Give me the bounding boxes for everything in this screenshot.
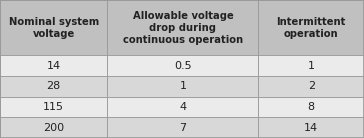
Text: Intermittent
operation: Intermittent operation <box>277 17 346 39</box>
Bar <box>258 97 364 117</box>
Bar <box>107 97 258 117</box>
Text: 4: 4 <box>179 102 186 112</box>
Bar <box>107 117 258 138</box>
Text: 2: 2 <box>308 81 315 91</box>
Bar <box>258 0 364 55</box>
Text: 1: 1 <box>308 61 315 71</box>
Bar <box>0 97 107 117</box>
Text: 200: 200 <box>43 123 64 133</box>
Bar <box>258 117 364 138</box>
Text: 14: 14 <box>304 123 318 133</box>
Bar <box>0 0 107 55</box>
Bar <box>107 55 258 76</box>
Text: 14: 14 <box>47 61 61 71</box>
Text: 8: 8 <box>308 102 315 112</box>
Text: 0.5: 0.5 <box>174 61 192 71</box>
Bar <box>258 76 364 97</box>
Bar <box>107 76 258 97</box>
Text: Nominal system
voltage: Nominal system voltage <box>9 17 99 39</box>
Bar <box>0 55 107 76</box>
Bar <box>0 117 107 138</box>
Text: 7: 7 <box>179 123 186 133</box>
Text: 28: 28 <box>47 81 61 91</box>
Text: 115: 115 <box>43 102 64 112</box>
Bar <box>258 55 364 76</box>
Text: 1: 1 <box>179 81 186 91</box>
Bar <box>0 76 107 97</box>
Text: Allowable voltage
drop during
continuous operation: Allowable voltage drop during continuous… <box>123 11 243 45</box>
Bar <box>107 0 258 55</box>
